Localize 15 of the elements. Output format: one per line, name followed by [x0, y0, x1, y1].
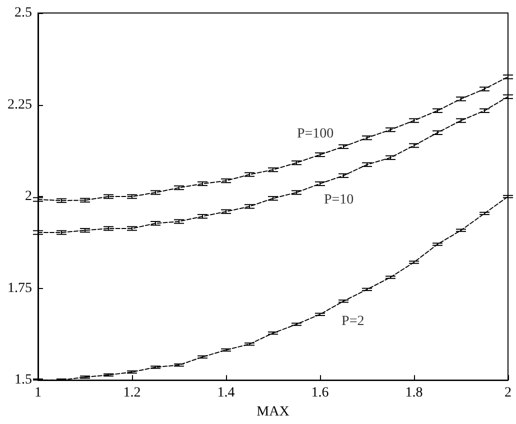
x-tick-label: 2 — [504, 386, 512, 401]
annotation: P=100 — [296, 126, 334, 142]
y-tick-label: 1.5 — [14, 372, 32, 388]
x-tick-label: 1.2 — [123, 386, 141, 401]
y-tick-label: 2.25 — [8, 97, 32, 112]
y-tick-label: 2.5 — [14, 6, 32, 20]
annotation: P=2 — [342, 314, 364, 329]
x-tick-label: 1 — [34, 386, 42, 401]
x-tick-label: 1.6 — [311, 386, 329, 401]
x-tick-label: 1.4 — [217, 386, 235, 401]
y-tick-label: 2 — [25, 189, 32, 204]
annotation: P=10 — [324, 192, 354, 208]
y-tick-label: 1.75 — [8, 280, 32, 296]
x-axis-title: MAX — [256, 404, 290, 420]
x-tick-label: 1.8 — [405, 386, 423, 401]
